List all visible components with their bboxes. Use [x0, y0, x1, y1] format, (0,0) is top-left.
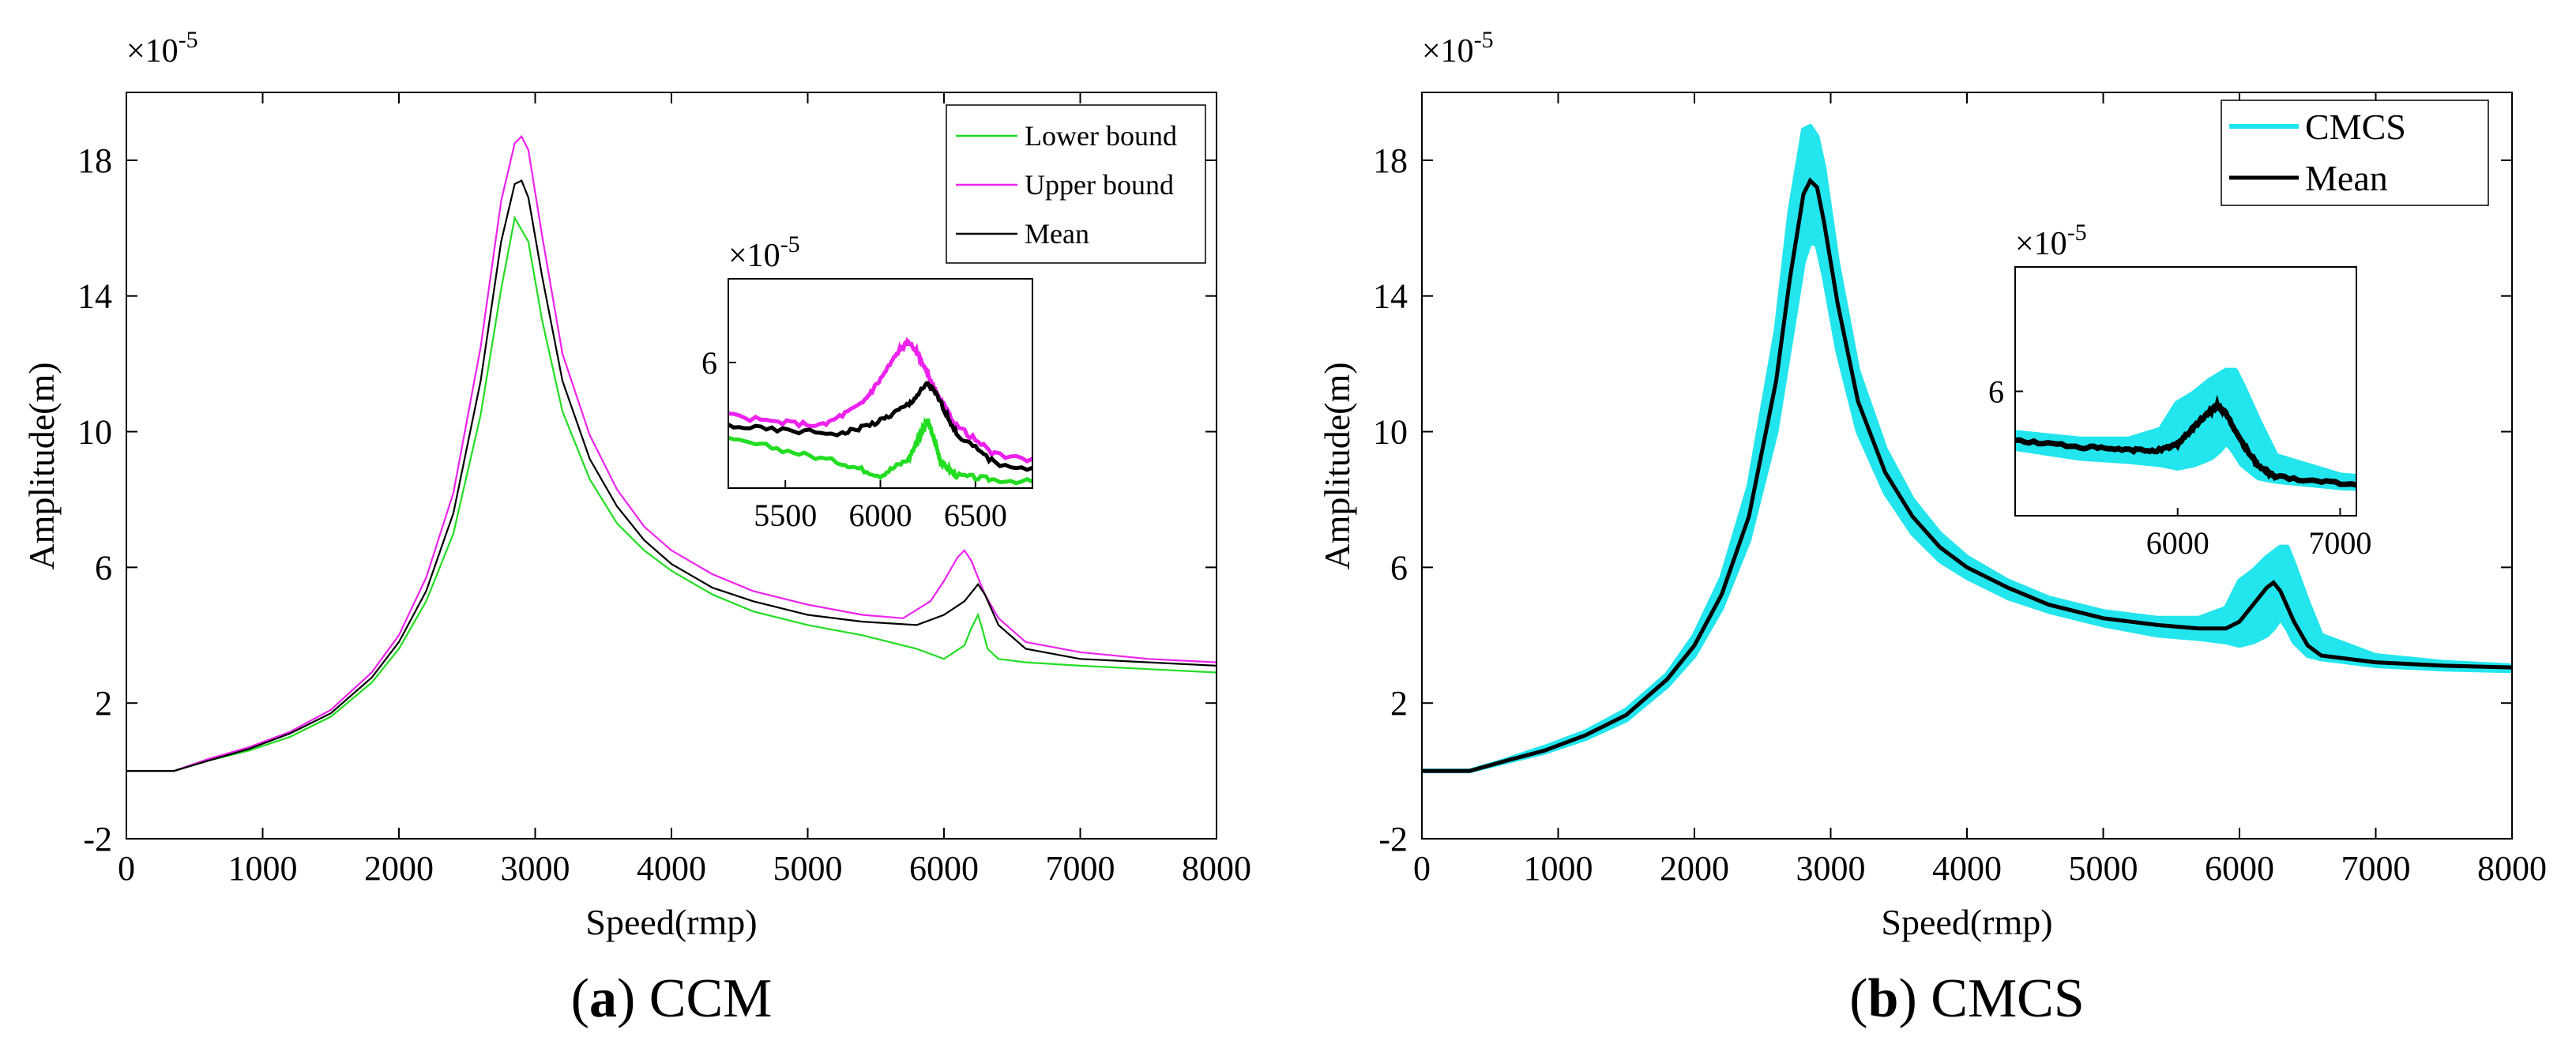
inset-series-lower-bound: [728, 416, 1032, 486]
panel-b-series: [1422, 124, 2512, 774]
panel-a-axes-box: [126, 92, 1217, 840]
panel-a-inset-tick-labels: 5500 6000 6500 6: [701, 345, 1007, 533]
y-tick-label: 14: [77, 277, 112, 316]
panel-b-inset-exponent: ×10-5: [2015, 220, 2087, 262]
panel-a-exponent: ×10-5: [126, 27, 198, 70]
inset-series-mean: [728, 381, 1032, 472]
panel-b-inset-box: [2014, 266, 2357, 517]
panel-b-inset-ticks: [2015, 390, 2341, 516]
cmcs-band: [1422, 124, 2512, 774]
panel-a-inset-box: [728, 278, 1033, 489]
y-tick-label: 2: [95, 684, 112, 723]
panel-b-inset-tick-labels: 6000 7000 6: [1988, 374, 2371, 562]
y-tick-label: 10: [1373, 413, 1408, 452]
y-tick-label: 6: [95, 548, 112, 587]
panel-b-xlabel: Speed(rmp): [1881, 902, 2052, 942]
inset-x-tick-label: 6500: [944, 498, 1007, 533]
panel-b-axes-box: [1421, 92, 2513, 840]
y-tick-label: 2: [1390, 684, 1408, 723]
legend-label-lower: Lower bound: [1025, 120, 1177, 152]
panel-a-inset-ticks: [728, 362, 976, 488]
panel-a-series: [126, 134, 1217, 772]
y-tick-label: -2: [1378, 820, 1408, 859]
panel-a-ylabel: Amplitude(m): [21, 362, 62, 569]
panel-b-legend-box: [2221, 100, 2489, 206]
panel-b-ticks: [1421, 92, 2513, 840]
x-tick-label: 6000: [909, 849, 979, 888]
inset-x-tick-label: 5500: [754, 498, 817, 533]
x-tick-label: 6000: [2205, 849, 2274, 888]
panel-b-inset-series: [2015, 367, 2356, 491]
y-tick-label: 6: [1390, 548, 1408, 587]
y-tick-label: 18: [77, 141, 112, 180]
panel-a-inset-series: [728, 336, 1032, 486]
panel-a-caption: (a) CCM: [571, 968, 773, 1029]
x-tick-label: 2000: [364, 849, 434, 888]
x-tick-label: 4000: [1932, 849, 2002, 888]
x-tick-label: 7000: [1046, 849, 1115, 888]
panel-b: 0 1000 2000 3000 4000 5000 6000 7000 8000 -2 2 6 10 1…: [1317, 27, 2547, 1029]
x-tick-label: 8000: [1182, 849, 1251, 888]
panel-b-caption: (b) CMCS: [1849, 968, 2085, 1029]
x-tick-label: 2000: [1660, 849, 1729, 888]
series-lower-bound: [126, 215, 1217, 772]
x-tick-label: 1000: [1524, 849, 1593, 888]
series-mean: [126, 179, 1217, 772]
inset-series-upper-bound: [728, 336, 1032, 464]
panel-a: 0 1000 2000 3000 4000 5000 6000 7000 8000 -2 2 6 10 1…: [21, 27, 1251, 1029]
x-tick-label: 1000: [228, 849, 298, 888]
panel-a-xlabel: Speed(rmp): [585, 902, 757, 942]
inset-x-tick-label: 6000: [2146, 525, 2209, 561]
panel-a-legend: Lower bound Upper bound Mean: [946, 104, 1206, 264]
legend-label-upper: Upper bound: [1025, 169, 1174, 201]
x-tick-label: 5000: [773, 849, 843, 888]
legend-label-cmcs: CMCS: [2305, 107, 2406, 147]
series-mean-b: [1422, 177, 2512, 773]
series-upper-bound: [126, 134, 1217, 772]
x-tick-label: 0: [118, 849, 135, 888]
y-tick-label: 18: [1373, 141, 1408, 180]
x-tick-label: 3000: [501, 849, 570, 888]
panel-a-tick-labels: 0 1000 2000 3000 4000 5000 6000 7000 8000 -2 2 6 10 1…: [77, 141, 1251, 888]
y-tick-label: -2: [83, 820, 112, 859]
inset-y-tick-label: 6: [701, 345, 717, 381]
panel-a-inset: 5500 6000 6500 6 ×10-5: [701, 231, 1033, 533]
x-tick-label: 5000: [2069, 849, 2138, 888]
x-tick-label: 4000: [637, 849, 706, 888]
inset-cmcs-band: [2015, 367, 2356, 491]
panel-b-exponent: ×10-5: [1422, 27, 1494, 70]
inset-x-tick-label: 6000: [849, 498, 912, 533]
panel-b-inset: 6000 7000 6 ×10-5: [1988, 220, 2371, 562]
y-tick-label: 14: [1373, 277, 1408, 316]
panel-a-inset-exponent: ×10-5: [728, 231, 800, 274]
x-tick-label: 3000: [1796, 849, 1866, 888]
panel-b-tick-labels: 0 1000 2000 3000 4000 5000 6000 7000 8000 -2 2 6 10 1…: [1373, 141, 2547, 888]
x-tick-label: 7000: [2341, 849, 2411, 888]
x-tick-label: 8000: [2477, 849, 2547, 888]
panel-b-ylabel: Amplitude(m): [1317, 362, 1357, 569]
panel-b-legend: CMCS Mean: [2221, 100, 2489, 206]
legend-label-mean-b: Mean: [2305, 158, 2388, 198]
x-tick-label: 0: [1413, 849, 1431, 888]
y-tick-label: 10: [77, 413, 112, 452]
inset-y-tick-label: 6: [1988, 374, 2004, 410]
inset-x-tick-label: 7000: [2308, 525, 2371, 561]
legend-label-mean: Mean: [1025, 218, 1089, 250]
inset-series-mean-b: [2015, 394, 2356, 488]
